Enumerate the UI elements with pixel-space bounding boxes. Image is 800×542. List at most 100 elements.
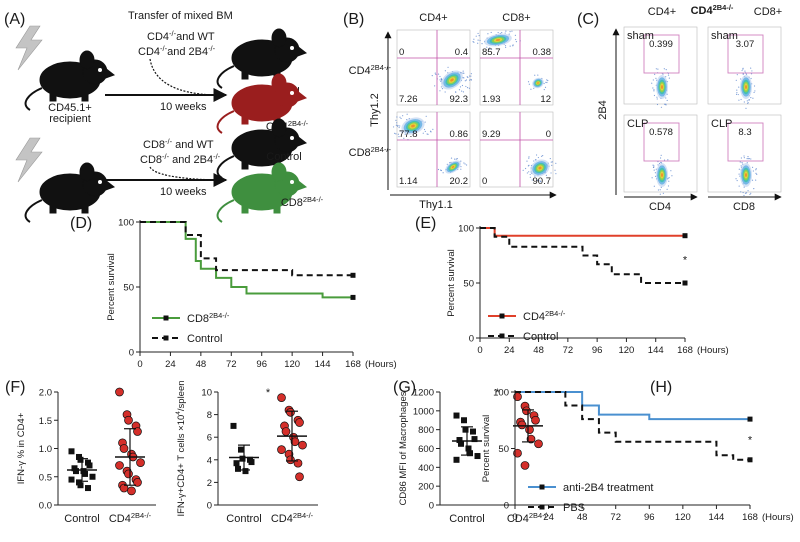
condition-label: CLP [711,118,732,130]
event-dot [424,130,426,133]
axis-label: CD4 [649,201,671,213]
x-tick-label: 168 [677,345,693,356]
event-dot [662,73,664,75]
event-dot [468,87,471,89]
x-tick-label: 168 [345,359,361,370]
event-dot [489,47,491,49]
event-dot [528,83,530,85]
event-dot [549,157,551,160]
event-dot [743,155,745,157]
density [538,166,542,170]
event-dot [663,68,665,70]
outcome-label-part: CD8 [281,197,303,209]
event-dot [465,164,468,166]
column-header: CD8+ [754,6,782,18]
data-point [127,486,136,496]
event-dot [461,84,464,87]
event-dot [534,74,536,76]
legend-label: PBS [563,502,585,514]
mouse-icon [24,162,115,223]
quadrant-value: 85.7 [482,47,501,58]
data-point [136,458,145,467]
gate [643,122,680,162]
event-dot [488,48,490,51]
event-dot [747,158,749,160]
end-marker [350,294,356,300]
data-point [119,444,129,453]
data-point [462,426,469,433]
data-point [77,482,84,489]
x-tick-label: 120 [618,345,634,356]
event-dot [481,43,483,45]
data-point [286,455,295,465]
significance-mark: * [495,387,500,399]
donor-label-part: CD8 [143,139,165,151]
event-dot [655,68,657,70]
data-point [458,440,464,447]
event-dot [546,79,548,81]
end-marker [350,272,356,278]
row-label: CD42B4-/- [349,63,392,77]
event-dot [657,68,659,70]
survival-line [480,227,685,284]
event-dot [540,155,543,157]
event-dot [747,156,749,158]
condition-label: sham [627,30,654,42]
event-dot [462,91,465,93]
panel-title-part: CD4 [691,5,714,17]
event-dot [398,126,400,129]
event-dot [399,116,401,118]
event-dot [529,173,531,176]
event-dot [667,185,670,187]
y-tick-label: 0 [504,501,509,512]
event-dot [742,68,744,70]
recipient-label: recipient [49,113,91,125]
event-dot [664,103,666,105]
event-dot [739,161,741,163]
survival-line [140,221,353,299]
event-dot [754,90,756,92]
event-dot [535,159,537,161]
quadrant-value: 0.38 [533,47,552,58]
data-point [133,427,142,436]
legend-marker [539,484,545,490]
event-dot [755,179,757,181]
event-dot [657,189,660,191]
data-point [124,469,133,479]
event-dot [750,77,752,80]
event-dot [751,166,754,168]
legend-label: anti-2B4 treatment [563,482,654,494]
event-dot [464,80,466,82]
event-dot [462,70,464,72]
significance-mark: * [748,434,753,446]
event-dot [394,132,396,134]
x-tick-label: 72 [226,359,237,370]
data-point [82,470,88,477]
x-tick-label: 48 [533,345,544,356]
event-dot [434,85,436,87]
event-dot [750,73,753,75]
x-tick-label: CD42B4-/- [271,511,314,525]
event-dot [459,86,462,88]
x-tick-label: 24 [504,345,515,356]
event-dot [738,173,740,175]
recipient-label: CD45.1+ [48,102,92,114]
data-point [531,415,540,425]
event-dot [400,117,402,120]
x-unit: (Hours) [697,345,729,356]
event-dot [555,173,557,175]
x-tick-label: CD42B4-/- [109,511,152,525]
legend-label-part: CD4 [523,311,545,323]
quadrant-value: 92.3 [450,94,469,105]
panel-title: Transfer of mixed BM [128,10,233,22]
event-dot [668,77,670,79]
quadrant-value: 0 [546,129,551,140]
panel-label: (E) [415,215,436,232]
row-label-part: 2B4-/- [371,145,392,154]
gate-value: 0.399 [649,39,673,50]
event-dot [544,86,547,88]
gate [727,122,764,162]
donor-label-part: and WT [172,139,214,151]
x-tick-label: 96 [644,512,655,523]
event-dot [543,88,545,91]
